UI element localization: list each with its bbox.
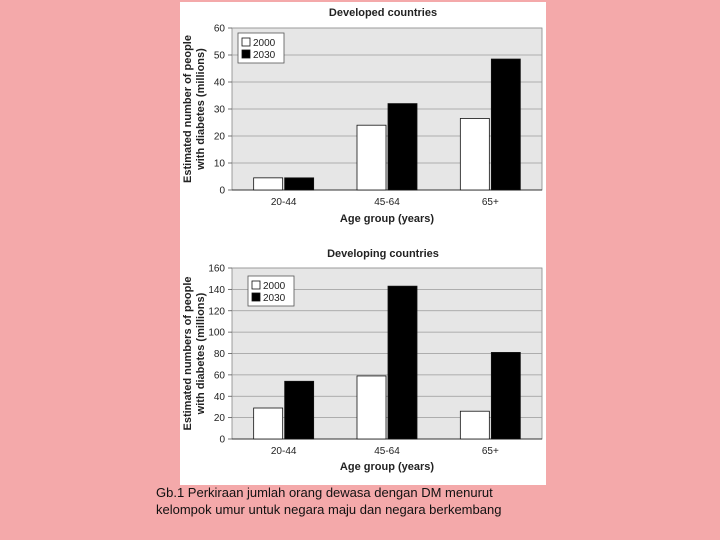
developed-title: Developed countries xyxy=(329,7,437,19)
figure-panel: Developed countries 0 10 20 30 40 50 60 20-44 45-… xyxy=(180,2,546,485)
developed-x-tick-label: 45-64 xyxy=(374,197,400,208)
developing-y-tick-label: 60 xyxy=(214,370,226,381)
figure-caption: Gb.1 Perkiraan jumlah orang dewasa denga… xyxy=(156,484,576,518)
developing-x-tick-label: 20-44 xyxy=(271,446,297,457)
developing-bar-45-64-2000 xyxy=(356,375,387,440)
developing-x-tick-label: 45-64 xyxy=(374,446,400,457)
developing-x-tick-label: 65+ xyxy=(482,446,499,457)
developing-y-tick-label: 80 xyxy=(214,349,226,360)
developing-bar-20-44-2000 xyxy=(253,407,284,440)
developed-bar-20-44-2030 xyxy=(284,177,315,191)
developed-y-tick-label: 40 xyxy=(214,78,226,89)
caption-line-2: kelompok umur untuk negara maju dan nega… xyxy=(156,502,502,517)
developing-legend-label-2030: 2030 xyxy=(263,293,286,304)
developing-y-axis-label-line-1: Estimated numbers of people xyxy=(182,276,194,430)
developing-bar-65plus-2030 xyxy=(490,352,521,440)
developed-bar-45-64-2030 xyxy=(387,103,418,191)
developing-x-axis-label: Age group (years) xyxy=(340,461,434,473)
developed-y-tick-label: 20 xyxy=(214,132,226,143)
developed-y-tick-label: 0 xyxy=(219,186,225,197)
developing-bar-45-64-2030 xyxy=(387,285,418,440)
developing-bar-20-44-2030 xyxy=(284,380,315,440)
developed-legend-swatch-2030 xyxy=(241,49,251,59)
developed-bar-45-64-2000 xyxy=(356,124,387,191)
developed-y-axis-label-line-2: with diabetes (millions) xyxy=(195,48,207,171)
developed-legend-label-2000: 2000 xyxy=(253,38,276,49)
developing-legend-label-2000: 2000 xyxy=(263,281,286,292)
developed-y-tick-label: 10 xyxy=(214,159,226,170)
developed-y-axis-label-line-1: Estimated number of people xyxy=(182,35,194,183)
developing-y-tick-label: 140 xyxy=(208,285,225,296)
developed-bar-20-44-2000 xyxy=(253,177,284,191)
developing-title: Developing countries xyxy=(327,248,439,260)
developed-legend-swatch-2000 xyxy=(241,37,251,47)
developed-y-tick-label: 60 xyxy=(214,24,226,35)
developing-y-tick-label: 100 xyxy=(208,328,225,339)
developing-y-tick-label: 40 xyxy=(214,392,226,403)
developed-bar-65plus-2030 xyxy=(490,58,521,191)
developed-bar-65plus-2000 xyxy=(459,118,490,191)
developed-y-tick-label: 30 xyxy=(214,105,226,116)
developed-legend-label-2030: 2030 xyxy=(253,50,276,61)
developed-x-tick-label: 65+ xyxy=(482,197,499,208)
developing-bar-65plus-2000 xyxy=(459,410,490,440)
developed-legend-box xyxy=(237,32,285,64)
developed-x-axis-label: Age group (years) xyxy=(340,213,434,225)
developed-y-tick-label: 50 xyxy=(214,51,226,62)
developing-legend-swatch-2030 xyxy=(251,292,261,302)
developing-y-tick-label: 20 xyxy=(214,413,226,424)
developing-y-axis-label-line-2: with diabetes (millions) xyxy=(195,292,207,415)
developing-y-tick-label: 0 xyxy=(219,435,225,446)
developing-y-tick-label: 160 xyxy=(208,264,225,275)
developing-countries-chart: Developing countries 0 20 40 60 80 100 120 140 16… xyxy=(182,248,543,473)
developing-y-tick-label: 120 xyxy=(208,306,225,317)
developing-legend-swatch-2000 xyxy=(251,280,261,290)
developed-x-tick-label: 20-44 xyxy=(271,197,297,208)
caption-line-1: Gb.1 Perkiraan jumlah orang dewasa denga… xyxy=(156,485,493,500)
